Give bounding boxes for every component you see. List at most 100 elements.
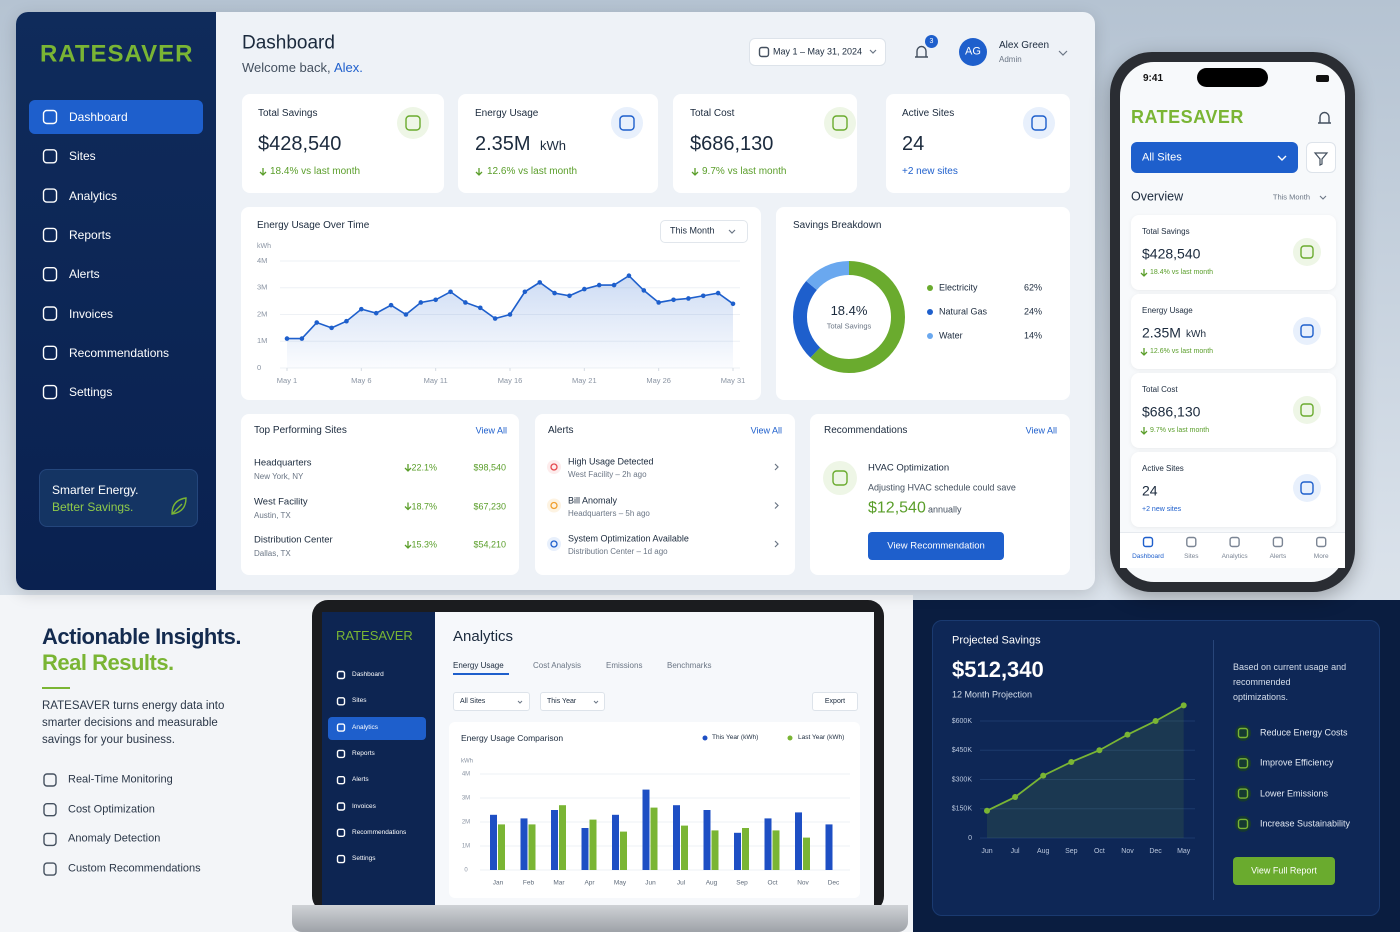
site-name: Distribution Center xyxy=(254,534,333,546)
kpi-value: $686,130 xyxy=(690,133,774,155)
chart-title: Energy Usage Comparison xyxy=(461,732,564,743)
date-range: May 1 – May 31, 2024 xyxy=(773,46,863,57)
filter-label: All Sites xyxy=(460,697,486,705)
export-button[interactable] xyxy=(812,692,858,711)
view-all[interactable]: View All xyxy=(1025,425,1057,436)
nav-item[interactable]: Alerts xyxy=(69,266,100,281)
nav-item[interactable]: Dashboard xyxy=(69,109,128,124)
nav-item[interactable]: Invoices xyxy=(352,802,376,810)
benefit: Improve Efficiency xyxy=(1260,757,1334,768)
card-title: Alerts xyxy=(548,425,574,436)
export-label[interactable]: Export xyxy=(824,697,846,705)
report-button[interactable] xyxy=(1233,857,1335,885)
axis-label: kWh xyxy=(461,758,473,765)
nav-item[interactable]: Sites xyxy=(352,697,367,705)
button-label[interactable]: View Full Report xyxy=(1251,865,1317,876)
tab[interactable]: Cost Analysis xyxy=(533,661,582,671)
view-all[interactable]: View All xyxy=(750,425,782,436)
feature: Anomaly Detection xyxy=(68,832,161,845)
alert-title[interactable]: High Usage Detected xyxy=(568,456,654,467)
kpi-value: $428,540 xyxy=(1142,245,1201,262)
chart-title: Energy Usage Over Time xyxy=(257,220,370,231)
divider xyxy=(1213,640,1214,900)
nav-item[interactable]: Reports xyxy=(352,749,375,757)
legend-label: This Year (kWh) xyxy=(712,734,759,742)
tab-label[interactable]: Sites xyxy=(1184,553,1199,561)
nav-item[interactable]: Reports xyxy=(69,227,112,242)
rec-description: Adjusting HVAC schedule could save xyxy=(868,482,1016,493)
button-label[interactable]: View Recommendation xyxy=(887,540,985,552)
nav-active[interactable] xyxy=(29,100,203,134)
kpi-value: $428,540 xyxy=(258,133,342,155)
tab-label[interactable]: Dashboard xyxy=(1132,553,1164,561)
legend-label: Water xyxy=(939,330,963,341)
panel-title: Projected Savings xyxy=(952,634,1041,647)
period-dropdown[interactable] xyxy=(660,220,748,243)
period-select[interactable]: This Month xyxy=(1272,192,1310,202)
benefit: Lower Emissions xyxy=(1260,788,1329,799)
kpi-change: 9.7% vs last month xyxy=(702,166,787,177)
site-location: Austin, TX xyxy=(254,510,291,520)
recommend-button[interactable] xyxy=(868,532,1004,560)
tab[interactable]: Benchmarks xyxy=(667,661,712,671)
site-amount: $98,540 xyxy=(473,462,506,473)
site-name: West Facility xyxy=(254,495,308,507)
user-role: Admin xyxy=(999,55,1022,65)
nav-item[interactable]: Alerts xyxy=(352,776,369,784)
user-name: Alex Green xyxy=(999,40,1050,51)
phone-filter[interactable] xyxy=(1131,142,1298,173)
user-name: Alex. xyxy=(334,60,363,76)
site-location: New York, NY xyxy=(254,472,304,482)
kpi-unit: kWh xyxy=(1186,329,1206,340)
kpi-value: 2.35M xyxy=(1142,324,1181,341)
view-all[interactable]: View All xyxy=(475,425,507,436)
kpi-label: Total Savings xyxy=(1142,227,1190,237)
nav-item[interactable]: Sites xyxy=(69,149,96,164)
feature: Custom Recommendations xyxy=(68,862,201,875)
kpi-label: Active Sites xyxy=(902,108,955,119)
nav-item[interactable]: Settings xyxy=(352,855,376,863)
nav-item[interactable]: Recommendations xyxy=(69,345,170,360)
alert-title[interactable]: System Optimization Available xyxy=(568,533,689,544)
kpi-label: Energy Usage xyxy=(1142,306,1193,316)
kpi-change: 12.6% vs last month xyxy=(487,166,578,177)
site-filter[interactable] xyxy=(453,692,530,711)
nav-item[interactable]: Analytics xyxy=(69,188,118,203)
kpi-change: 12.6% vs last month xyxy=(1150,347,1214,355)
panel-subtitle: 12 Month Projection xyxy=(952,689,1033,700)
center-value: 18.4% xyxy=(830,303,868,319)
nav-item[interactable]: Dashboard xyxy=(352,671,384,679)
laptop-tab-underline xyxy=(453,673,509,675)
alert-title[interactable]: Bill Anomaly xyxy=(568,495,618,506)
date-picker[interactable] xyxy=(749,38,886,66)
data-label: 62% xyxy=(1023,282,1042,293)
laptop-sidebar xyxy=(322,612,435,905)
tab[interactable]: Energy Usage xyxy=(453,661,504,671)
page-title: Analytics xyxy=(453,628,514,645)
tab-label[interactable]: Alerts xyxy=(1269,553,1287,561)
comparison-card xyxy=(449,722,860,898)
laptop-nav-active[interactable] xyxy=(328,717,426,740)
phone-filter-button[interactable] xyxy=(1306,142,1336,173)
logo: RATESAVER xyxy=(40,40,194,68)
badge xyxy=(925,35,938,48)
kpi-change: 18.4% vs last month xyxy=(270,166,361,177)
nav-item[interactable]: Settings xyxy=(69,384,113,399)
rec-period: annually xyxy=(928,504,962,515)
tab-label[interactable]: More xyxy=(1313,553,1329,561)
tagline-box xyxy=(39,469,198,527)
period-select[interactable]: This Month xyxy=(670,225,715,236)
period-filter[interactable] xyxy=(540,692,605,711)
body-text: RATESAVER turns energy data into smarter… xyxy=(42,700,225,746)
note: Based on current usage and recommended o… xyxy=(1233,662,1347,702)
nav-item[interactable]: Invoices xyxy=(69,306,114,321)
kpi-label: Total Cost xyxy=(1142,385,1178,395)
legend-label: Natural Gas xyxy=(939,306,988,317)
data-label: 24% xyxy=(1023,306,1042,317)
nav-item[interactable]: Recommendations xyxy=(352,828,407,836)
nav-item[interactable]: Analytics xyxy=(352,723,379,731)
data-label: 14% xyxy=(1023,330,1042,341)
tab[interactable]: Emissions xyxy=(606,661,643,671)
site-filter[interactable]: All Sites xyxy=(1142,151,1182,164)
tab-label[interactable]: Analytics xyxy=(1221,553,1248,561)
